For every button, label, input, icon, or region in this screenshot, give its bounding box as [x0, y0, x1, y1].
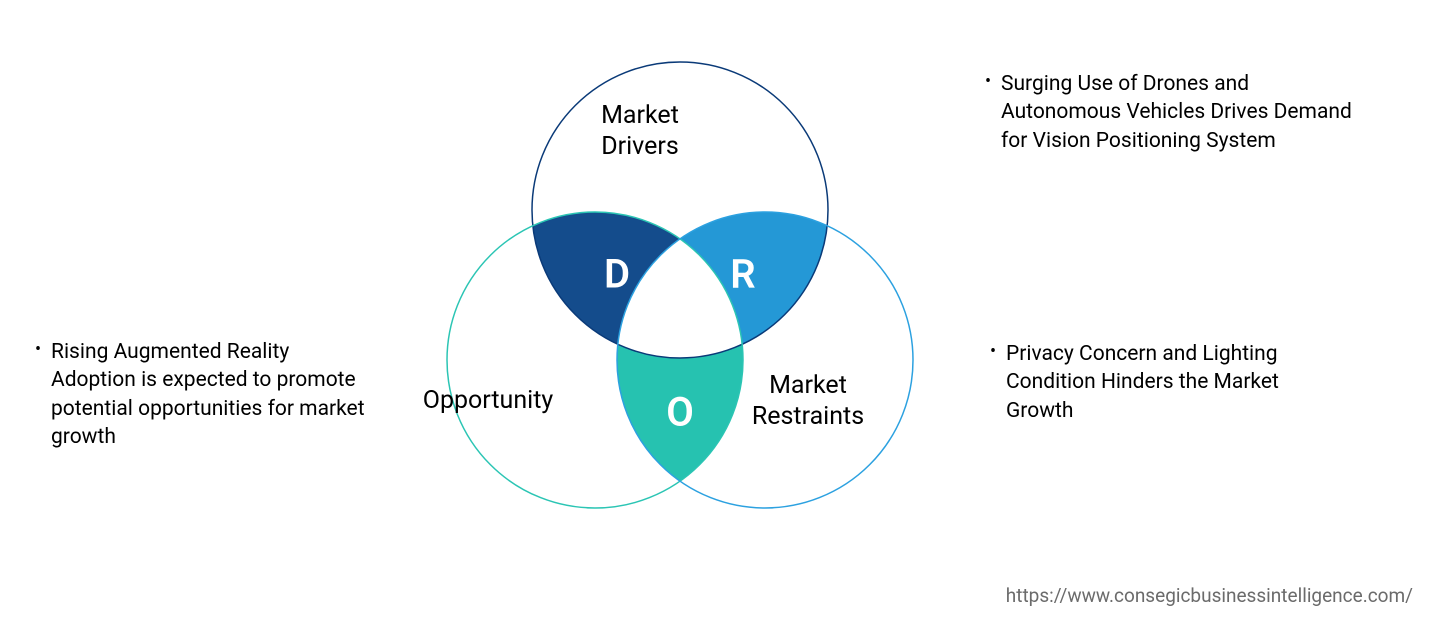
bullet-drivers-item: Surging Use of Drones and Autonomous Veh…: [1001, 70, 1355, 155]
venn-diagram-container: D R O MarketDrivers Opportunity MarketRe…: [0, 0, 1453, 633]
label-market-restraints: MarketRestraints: [718, 370, 898, 433]
bullet-restraints-item: Privacy Concern and Lighting Condition H…: [1006, 340, 1340, 425]
watermark-url: https://www.consegicbusinessintelligence…: [1006, 584, 1413, 607]
letter-r: R: [730, 251, 755, 298]
bullet-drivers: Surging Use of Drones and Autonomous Veh…: [985, 70, 1355, 155]
letter-d: D: [604, 251, 630, 298]
bullet-opportunity: Rising Augmented Reality Adoption is exp…: [35, 338, 375, 451]
label-opportunity: Opportunity: [398, 385, 578, 416]
bullet-opportunity-item: Rising Augmented Reality Adoption is exp…: [51, 338, 375, 451]
bullet-restraints: Privacy Concern and Lighting Condition H…: [990, 340, 1340, 425]
label-market-drivers: MarketDrivers: [550, 100, 730, 163]
letter-o: O: [666, 389, 694, 436]
